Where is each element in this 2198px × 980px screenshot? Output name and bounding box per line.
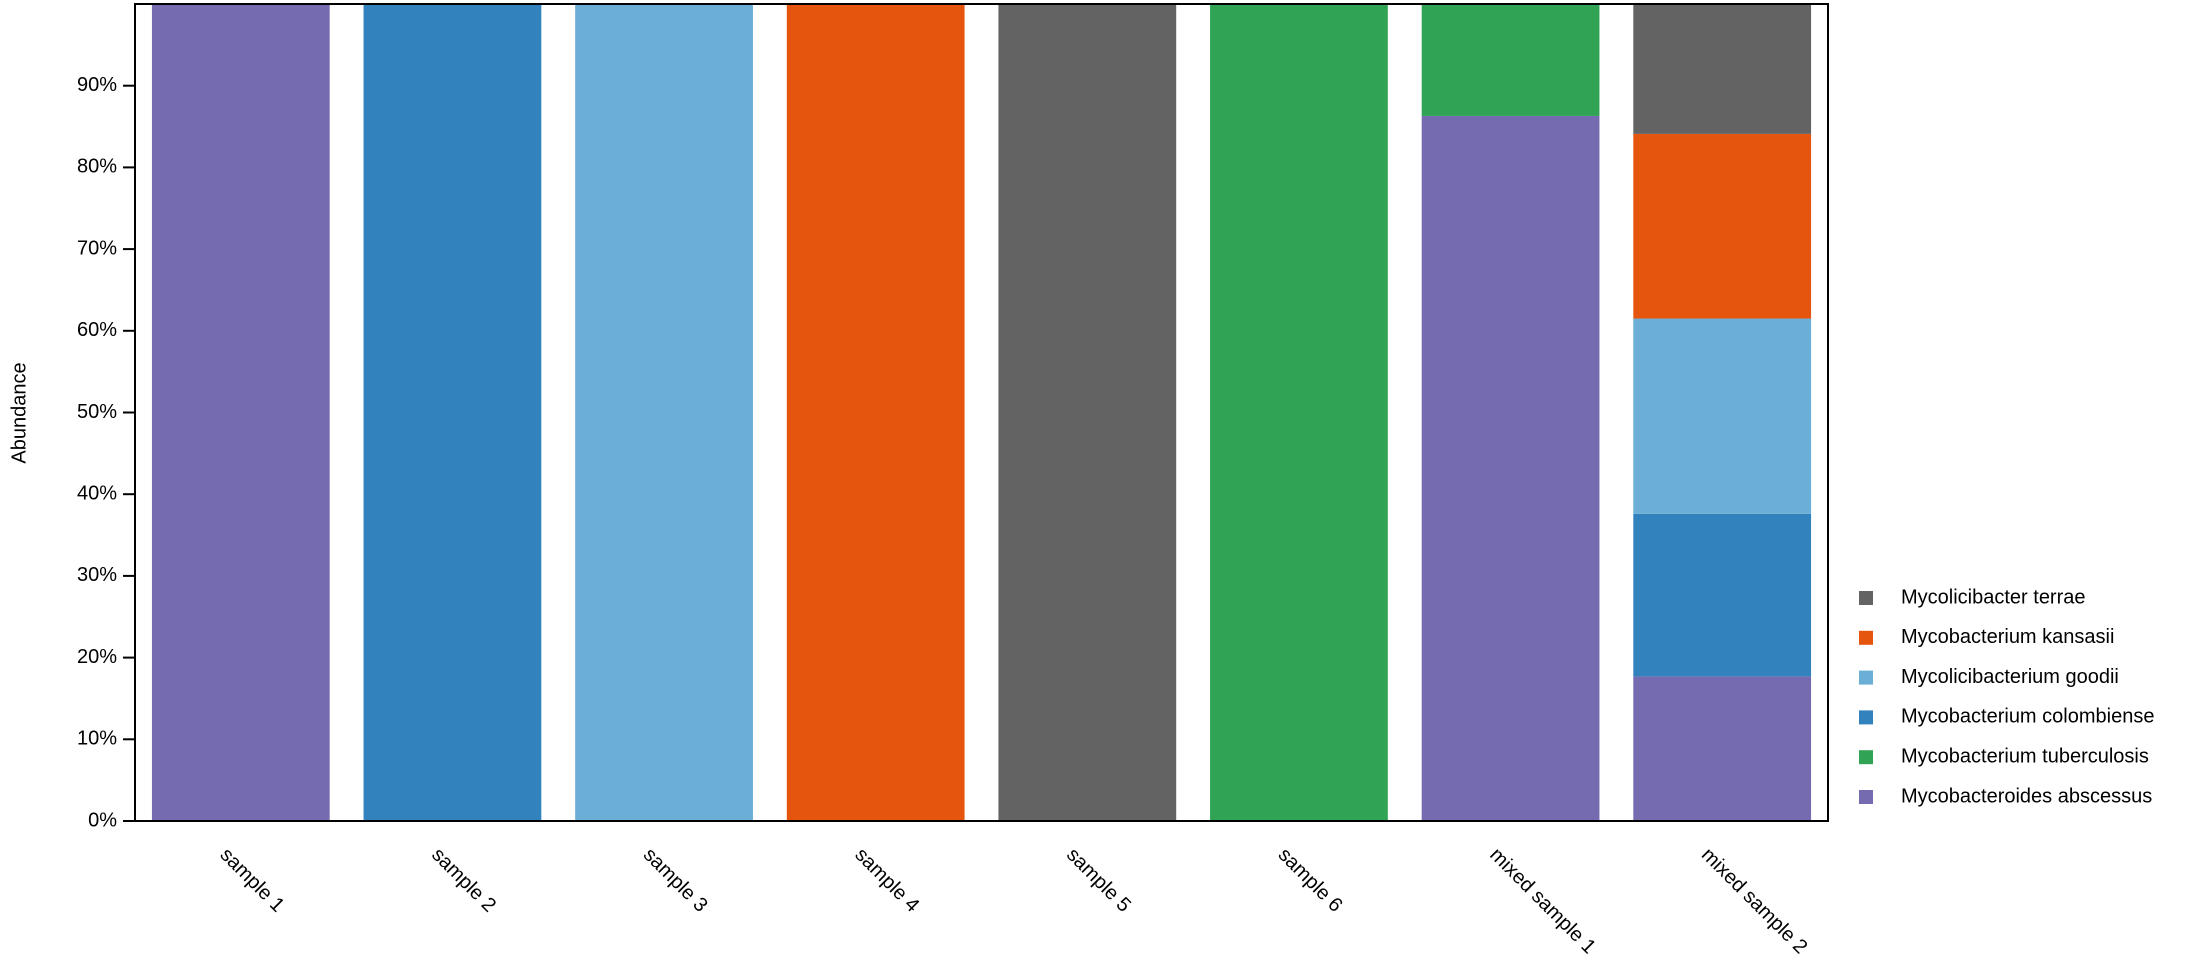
bar-segment <box>151 4 330 821</box>
x-tick-label: sample 6 <box>1274 844 1347 917</box>
legend-swatch <box>1859 591 1873 605</box>
legend-label: Mycolicibacterium goodii <box>1901 666 2119 688</box>
legend-swatch <box>1859 630 1873 645</box>
legend-swatch <box>1859 670 1873 685</box>
y-axis-label: Abundance <box>8 362 30 463</box>
x-tick-label: mixed sample 1 <box>1485 844 1600 959</box>
y-tick-label: 80% <box>77 156 117 178</box>
x-tick-label: sample 4 <box>850 844 923 917</box>
bar-segment <box>1633 4 1812 134</box>
x-tick-label: sample 5 <box>1062 844 1135 917</box>
legend-label: Mycobacteroides abscessus <box>1901 785 2152 807</box>
bar-segment <box>1633 318 1812 514</box>
bar-segment <box>1633 513 1812 677</box>
legend-swatch <box>1859 710 1873 725</box>
bar-segment <box>1210 4 1388 821</box>
y-tick-label: 70% <box>77 237 117 259</box>
x-tick-label: sample 2 <box>427 844 500 917</box>
bar-segment <box>363 4 542 821</box>
x-tick-label: sample 3 <box>639 844 712 917</box>
legend-swatch <box>1859 790 1873 804</box>
y-tick-label: 40% <box>77 482 117 504</box>
y-tick-label: 30% <box>77 564 117 586</box>
y-tick-label: 50% <box>77 401 117 423</box>
bar-segment <box>998 4 1177 821</box>
legend-label: Mycobacterium tuberculosis <box>1901 745 2149 767</box>
bar-segment <box>1633 133 1812 319</box>
y-tick-label: 90% <box>77 74 117 96</box>
y-tick-label: 10% <box>77 728 117 750</box>
x-tick-label: sample 1 <box>216 844 289 917</box>
y-tick-label: 60% <box>77 319 117 341</box>
bar-segment <box>1421 115 1600 821</box>
bar-segment <box>1633 676 1812 821</box>
legend-label: Mycolicibacter terrae <box>1901 586 2086 608</box>
legend-swatch <box>1859 750 1873 765</box>
bar-segment <box>1421 4 1600 116</box>
x-tick-label: mixed sample 2 <box>1697 844 1812 959</box>
y-tick-label: 0% <box>88 809 117 831</box>
bar-segment <box>786 4 965 821</box>
legend-label: Mycobacterium colombiense <box>1901 706 2154 728</box>
bar-segment <box>575 4 753 821</box>
legend-label: Mycobacterium kansasii <box>1901 626 2114 648</box>
y-tick-label: 20% <box>77 646 117 668</box>
